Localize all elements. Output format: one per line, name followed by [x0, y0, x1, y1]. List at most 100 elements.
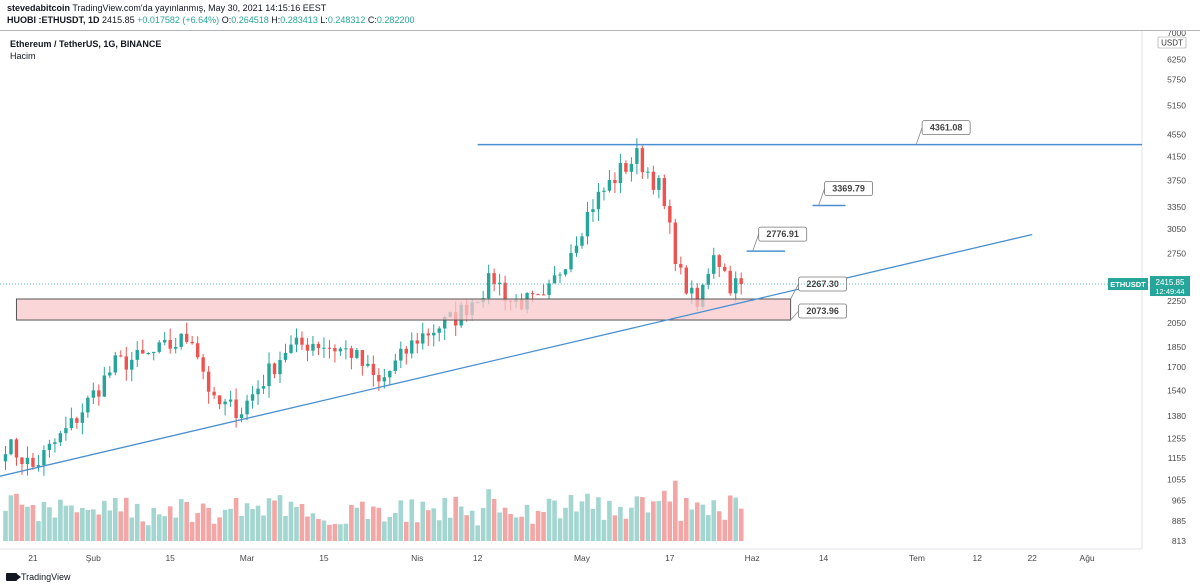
price-tick-label: 1255 [1167, 434, 1186, 444]
volume-bar [705, 515, 711, 541]
candle [141, 339, 145, 354]
volume-bar [365, 518, 371, 541]
candle [734, 271, 738, 303]
publish-info: stevedabitcoin TradingView.com'da yayınl… [7, 3, 326, 13]
price-callout-label: 3369.79 [832, 183, 865, 193]
volume-bar [134, 503, 140, 541]
volume-bar [574, 511, 579, 541]
volume-bar [58, 499, 63, 541]
volume-bar [458, 506, 464, 541]
candle-body [558, 274, 562, 276]
candle [58, 430, 63, 446]
symbol-ohlc-line: HUOBI :ETHUSDT, 1D 2415.85 +0.017582 (+6… [7, 15, 414, 25]
price-callout-label: 2776.91 [766, 229, 799, 239]
candle [190, 335, 194, 345]
candle [613, 172, 617, 193]
candle-body [410, 340, 414, 354]
candle [404, 345, 408, 365]
candle-body [646, 171, 650, 173]
support-zone [15, 298, 792, 321]
candle-body [426, 333, 430, 336]
candle [108, 366, 112, 378]
candle-body [415, 340, 419, 344]
candle-body [635, 148, 639, 164]
volume-bar [327, 524, 332, 541]
volume-bar [239, 515, 244, 541]
candle-body [206, 371, 211, 392]
chart-legend: Ethereum / TetherUS, 1G, BINANCE Hacim [10, 38, 161, 62]
volume-bar [667, 501, 673, 541]
candle-body [662, 178, 667, 207]
candle [119, 350, 123, 358]
volume-bar [387, 516, 393, 541]
candle-body [201, 357, 205, 372]
candle [366, 355, 370, 368]
chart-header: stevedabitcoin TradingView.com'da yayınl… [0, 0, 1200, 30]
candle [163, 332, 167, 346]
candle-body [580, 236, 584, 246]
candle-body [168, 339, 172, 349]
volume-bar [3, 510, 8, 541]
candle-body [64, 428, 68, 434]
volume-bar [546, 498, 552, 541]
volume-bar [305, 516, 310, 541]
volume-bar [19, 504, 25, 541]
candle-body [272, 363, 277, 375]
price-tick-label: 3350 [1167, 202, 1186, 212]
volume-bar [502, 507, 508, 541]
candle [673, 218, 678, 272]
time-tick-label: 14 [819, 553, 829, 563]
exchange-name: HUOBI [7, 15, 36, 25]
price-tick-label: 7000 [1167, 31, 1186, 38]
volume-bar [464, 515, 469, 541]
candle-body [86, 397, 90, 413]
volume-bar [683, 498, 689, 541]
annotations: 4361.083369.792776.912267.302073.96ETHUS… [0, 120, 1190, 477]
volume-bar [733, 497, 739, 541]
price-tick-label: 2250 [1167, 296, 1186, 306]
volume-bar [228, 508, 233, 541]
candle [184, 322, 189, 344]
volume-bar [612, 515, 618, 541]
price-tick-label: 4150 [1167, 151, 1186, 161]
candle-body [602, 190, 606, 192]
volume-bar [162, 516, 168, 541]
candle-body [734, 278, 738, 294]
candle-body [541, 294, 546, 296]
candle-body [322, 347, 326, 349]
legend-title: Ethereum / TetherUS, 1G, BINANCE [10, 39, 162, 49]
volume-bar [491, 498, 497, 541]
tradingview-logo: TradingView [6, 572, 71, 582]
volume-bar [519, 516, 524, 541]
candle [393, 353, 398, 374]
candle-body [421, 333, 425, 344]
price-chart[interactable]: 7000 6250 5750 5150 4550 4150 3750 3350 3050 2750… [0, 31, 1200, 571]
volume-bar [233, 497, 239, 541]
volume-bar [431, 508, 437, 541]
volume-bar [129, 517, 135, 541]
volume-bar [332, 524, 338, 541]
candle [135, 341, 139, 368]
candle-body [706, 273, 710, 285]
candle-body [371, 363, 376, 375]
candle-body [355, 350, 359, 358]
volume-bar [184, 502, 189, 541]
volume-bar [272, 500, 277, 541]
volume-bar [294, 507, 299, 541]
open-label: O: [221, 15, 232, 25]
candle [349, 345, 354, 370]
candle-body [80, 412, 85, 423]
price-callout-box [824, 181, 873, 196]
volume-bar [25, 506, 30, 541]
candle [278, 351, 282, 384]
time-tick-label: Tem [909, 553, 925, 563]
candle-body [569, 253, 573, 270]
volume-bar [200, 503, 206, 541]
candle-body [333, 347, 337, 352]
candle-body [349, 348, 354, 358]
ascending-trendline [0, 233, 1033, 477]
volume-bar [261, 515, 266, 541]
candle [113, 351, 118, 376]
candle-body [432, 332, 436, 336]
volume-bar [123, 497, 129, 541]
